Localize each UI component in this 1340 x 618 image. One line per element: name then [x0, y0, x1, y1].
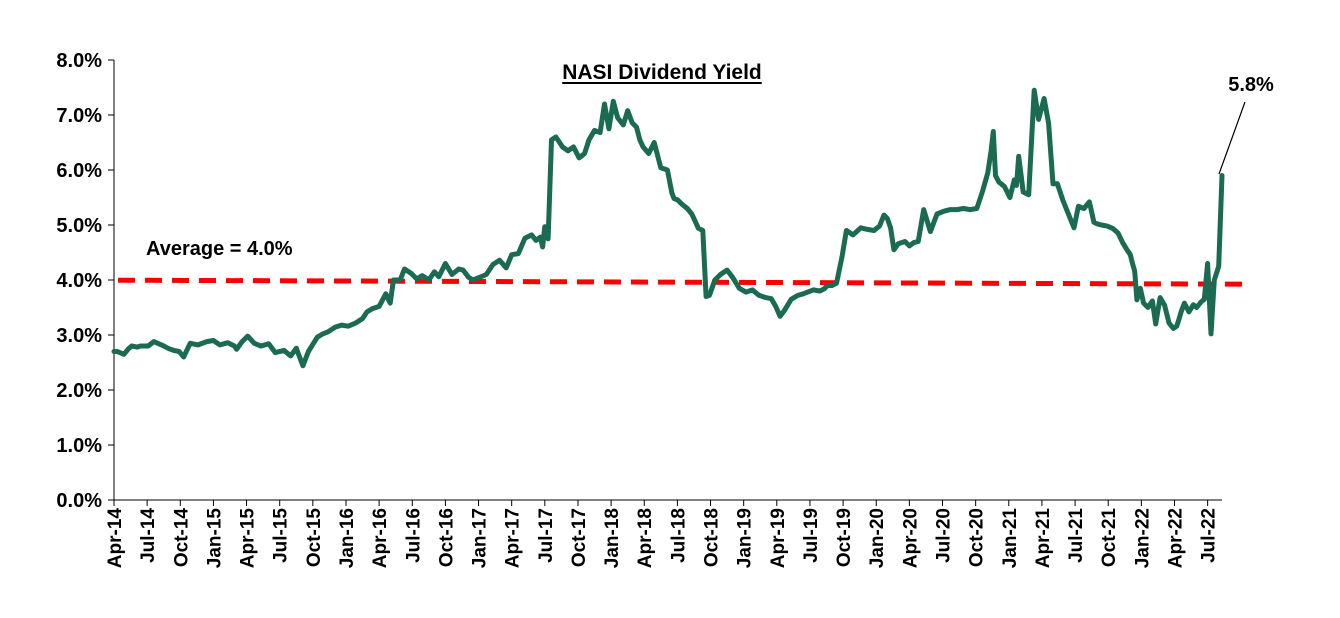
y-tick-label: 5.0% [56, 215, 102, 237]
x-tick-label: Jul-21 [1066, 508, 1087, 563]
x-tick-label: Jan-17 [470, 508, 491, 568]
y-tick-label: 6.0% [56, 160, 102, 182]
x-axis-ticks: Apr-14 Jul-14 Oct-14 Jan-15 Apr-15 Jul-15 Oct-… [105, 500, 1220, 568]
y-tick-label: 1.0% [56, 435, 102, 457]
average-reference-line [117, 277, 1251, 287]
x-tick-label: Apr-14 [105, 508, 126, 569]
x-tick-label: Oct-15 [304, 508, 325, 568]
x-tick-label: Apr-16 [370, 508, 391, 568]
x-tick-label: Jan-18 [602, 508, 623, 568]
x-tick-label: Jul-15 [271, 508, 292, 563]
x-tick-label: Jan-20 [867, 508, 888, 568]
x-tick-label: Apr-22 [1165, 508, 1186, 568]
x-tick-label: Oct-20 [967, 508, 988, 567]
x-tick-label: Apr-19 [768, 508, 789, 568]
x-tick-label: Jan-15 [204, 508, 225, 569]
y-axis-ticks: 0.0% 1.0% 2.0% 3.0% 4.0% 5.0% 6.0% 7.0% 8.0% [56, 50, 114, 512]
x-tick-label: Jul-14 [138, 508, 159, 563]
chart-title: NASI Dividend Yield [562, 61, 762, 84]
x-tick-label: Oct-21 [1099, 508, 1120, 568]
x-tick-label: Apr-18 [635, 508, 656, 568]
x-tick-label: Oct-14 [171, 508, 192, 568]
y-tick-label: 4.0% [56, 270, 102, 292]
x-tick-label: Jan-16 [337, 508, 358, 568]
x-tick-label: Apr-17 [503, 508, 524, 568]
y-tick-label: 2.0% [56, 380, 102, 402]
x-tick-label: Jul-16 [403, 508, 424, 563]
x-tick-label: Jul-18 [668, 508, 689, 563]
x-tick-label: Oct-19 [834, 508, 855, 567]
x-tick-label: Jul-19 [801, 508, 822, 563]
x-tick-label: Jan-19 [735, 508, 756, 568]
x-tick-label: Jul-22 [1199, 508, 1220, 563]
x-tick-label: Jan-21 [1000, 508, 1021, 569]
y-tick-label: 3.0% [56, 325, 102, 347]
x-tick-label: Jan-22 [1132, 508, 1153, 568]
x-tick-label: Oct-16 [436, 508, 457, 567]
x-tick-label: Apr-15 [238, 508, 259, 569]
y-tick-label: 8.0% [56, 50, 102, 72]
latest-value-leader-line [1218, 101, 1246, 175]
latest-value-label: 5.8% [1228, 74, 1274, 96]
x-tick-label: Jul-17 [536, 508, 557, 563]
dividend-yield-series-line [111, 87, 1225, 369]
x-tick-label: Oct-17 [569, 508, 590, 567]
y-tick-label: 0.0% [56, 490, 102, 512]
x-tick-label: Oct-18 [702, 508, 723, 567]
x-tick-label: Jul-20 [934, 508, 955, 563]
x-tick-label: Apr-21 [1033, 508, 1054, 569]
y-tick-label: 7.0% [56, 105, 102, 127]
average-label: Average = 4.0% [146, 238, 293, 260]
x-tick-label: Apr-20 [900, 508, 921, 568]
